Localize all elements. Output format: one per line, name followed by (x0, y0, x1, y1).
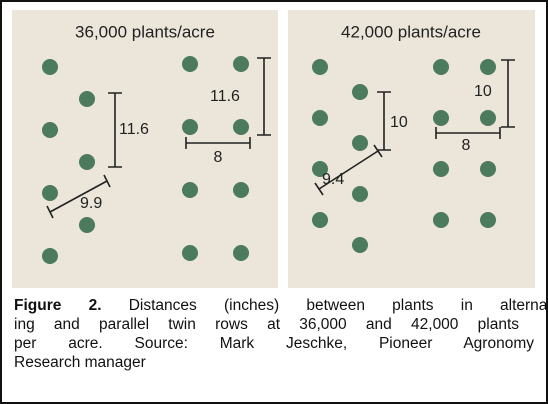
dimension-label: 8 (462, 137, 471, 154)
panel (288, 10, 535, 288)
caption-text: per acre. Source: Mark Jeschke, Pioneer … (14, 335, 534, 352)
dimension-label: 10 (474, 83, 492, 100)
dimension-label: 9.9 (80, 195, 102, 212)
dimension-label: 9.4 (322, 171, 344, 188)
caption-text: Distances (inches) between plants in alt… (128, 297, 548, 314)
caption-line: Figure 2. Distances (inches) between pla… (14, 296, 548, 315)
dimension-label: 11.6 (119, 121, 149, 138)
dimension-label: 11.6 (210, 88, 240, 105)
caption-label: Figure 2. (14, 297, 102, 314)
panel-title: 36,000 plants/acre (75, 22, 215, 41)
panel (12, 10, 278, 288)
dimension-label: 8 (214, 149, 223, 166)
caption-text: Research manager (14, 354, 146, 371)
caption-line: per acre. Source: Mark Jeschke, Pioneer … (14, 334, 534, 353)
dimension-lines (46, 57, 515, 219)
caption-text: ing and parallel twin rows at 36,000 and… (14, 316, 520, 333)
dimension-label: 10 (390, 114, 408, 131)
caption: Figure 2. Distances (inches) between pla… (14, 296, 548, 372)
panel-title: 42,000 plants/acre (341, 22, 481, 41)
plants (42, 56, 496, 264)
caption-line: Research manager (14, 353, 534, 372)
caption-line: ing and parallel twin rows at 36,000 and… (14, 315, 534, 334)
